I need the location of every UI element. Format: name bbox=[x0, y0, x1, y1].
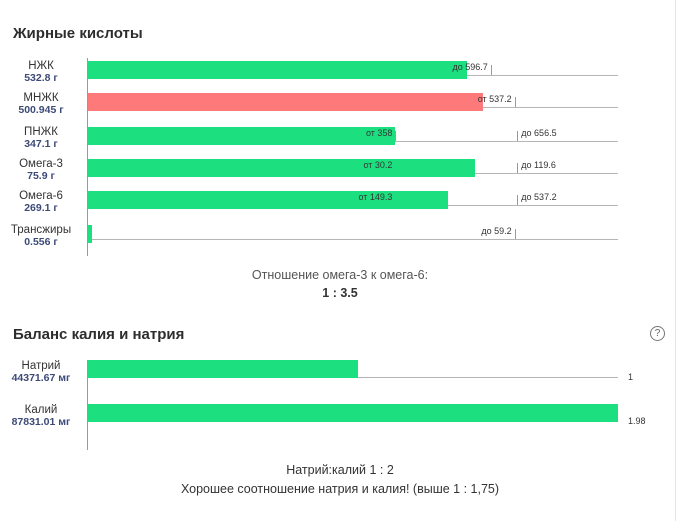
potassium-sodium-title: Баланс калия и натрия bbox=[13, 326, 185, 343]
fatty-acid-row: Омега-3 75.9 г от 30.2 до 119.6 bbox=[0, 156, 680, 190]
threshold-label: от 149.3 bbox=[358, 192, 393, 202]
fatty-acid-row: Трансжиры 0.556 г до 59.2 bbox=[0, 222, 680, 256]
threshold-tick bbox=[395, 163, 397, 173]
fatty-acid-label: Омега-3 75.9 г bbox=[0, 158, 82, 182]
fatty-acid-row: Омега-6 269.1 г от 149.3 до 537.2 bbox=[0, 188, 680, 222]
fatty-acid-bar bbox=[88, 127, 396, 145]
fatty-acid-track: от 30.2 до 119.6 bbox=[87, 156, 618, 190]
fatty-acid-label: МНЖК 500.945 г bbox=[0, 92, 82, 116]
mineral-ratio-value: 1 bbox=[628, 372, 634, 382]
fatty-acid-name: Трансжиры bbox=[10, 224, 72, 236]
fatty-acid-bar bbox=[88, 159, 475, 177]
threshold-label: от 358 bbox=[365, 128, 393, 138]
mineral-label: Натрий 44371.67 мг bbox=[0, 360, 82, 384]
fatty-acid-row: ПНЖК 347.1 г от 358 до 656.5 bbox=[0, 124, 680, 158]
threshold-label: до 119.6 bbox=[521, 160, 556, 170]
threshold-tick bbox=[517, 131, 519, 141]
fatty-acid-label: Трансжиры 0.556 г bbox=[0, 224, 82, 248]
threshold-tick bbox=[517, 163, 519, 173]
fatty-acid-amount: 269.1 г bbox=[24, 202, 58, 214]
fatty-acid-track: от 149.3 до 537.2 bbox=[87, 188, 618, 222]
fatty-acid-label: Омега-6 269.1 г bbox=[0, 190, 82, 214]
threshold-label: от 30.2 bbox=[363, 160, 393, 170]
mineral-label: Калий 87831.01 мг bbox=[0, 404, 82, 428]
omega-ratio-label: Отношение омега-3 к омега-6: bbox=[251, 268, 429, 282]
fatty-acid-amount: 500.945 г bbox=[18, 104, 64, 116]
omega-ratio-value: 1 : 3.5 bbox=[322, 286, 358, 300]
fatty-acid-amount: 347.1 г bbox=[24, 138, 58, 150]
threshold-tick bbox=[514, 229, 516, 239]
fatty-acid-label: НЖК 532.8 г bbox=[0, 60, 82, 84]
mineral-track bbox=[87, 360, 618, 406]
fatty-acid-track: до 59.2 bbox=[87, 222, 618, 256]
mineral-amount: 44371.67 мг bbox=[11, 372, 71, 384]
panel-border bbox=[675, 0, 676, 521]
threshold-label: от 537.2 bbox=[477, 94, 512, 104]
fatty-acid-track: от 537.2 bbox=[87, 90, 618, 124]
threshold-label: до 59.2 bbox=[481, 226, 512, 236]
threshold-tick bbox=[517, 195, 519, 205]
fatty-acid-bar bbox=[88, 191, 449, 209]
fatty-acid-track: от 358 до 656.5 bbox=[87, 124, 618, 158]
fatty-acids-title: Жирные кислоты bbox=[13, 25, 143, 42]
fatty-acid-name: НЖК bbox=[28, 60, 54, 72]
mineral-name: Калий bbox=[24, 404, 58, 416]
question-circle-icon[interactable]: ? bbox=[650, 326, 665, 341]
mineral-bar bbox=[88, 360, 359, 378]
fatty-acid-track: до 596.7 bbox=[87, 58, 618, 92]
sodium-potassium-verdict: Хорошее соотношение натрия и калия! (выш… bbox=[180, 482, 500, 496]
threshold-tick bbox=[395, 131, 397, 141]
mineral-name: Натрий bbox=[21, 360, 61, 372]
mineral-ratio-value: 1.98 bbox=[628, 416, 646, 426]
mineral-track bbox=[87, 404, 618, 450]
fatty-acid-name: Омега-6 bbox=[19, 190, 63, 202]
fatty-acid-baseline bbox=[88, 239, 618, 240]
fatty-acid-name: ПНЖК bbox=[24, 126, 58, 138]
threshold-tick bbox=[490, 65, 492, 75]
threshold-tick bbox=[395, 195, 397, 205]
sodium-potassium-ratio: Натрий:калий 1 : 2 bbox=[286, 463, 394, 477]
threshold-tick bbox=[514, 97, 516, 107]
fatty-acid-amount: 75.9 г bbox=[27, 170, 55, 182]
fatty-acid-label: ПНЖК 347.1 г bbox=[0, 126, 82, 150]
fatty-acid-amount: 532.8 г bbox=[24, 72, 58, 84]
fatty-acid-name: Омега-3 bbox=[19, 158, 63, 170]
threshold-label: до 596.7 bbox=[452, 62, 488, 72]
fatty-acid-row: МНЖК 500.945 г от 537.2 bbox=[0, 90, 680, 124]
fatty-acid-bar bbox=[88, 61, 467, 79]
mineral-amount: 87831.01 мг bbox=[11, 416, 71, 428]
fatty-acid-row: НЖК 532.8 г до 596.7 bbox=[0, 58, 680, 92]
fatty-acid-bar bbox=[88, 93, 483, 111]
fatty-acid-name: МНЖК bbox=[23, 92, 59, 104]
fatty-acid-amount: 0.556 г bbox=[24, 236, 58, 248]
threshold-label: до 537.2 bbox=[521, 192, 557, 202]
mineral-bar bbox=[88, 404, 618, 422]
fatty-acid-bar bbox=[88, 225, 92, 243]
threshold-label: до 656.5 bbox=[521, 128, 557, 138]
